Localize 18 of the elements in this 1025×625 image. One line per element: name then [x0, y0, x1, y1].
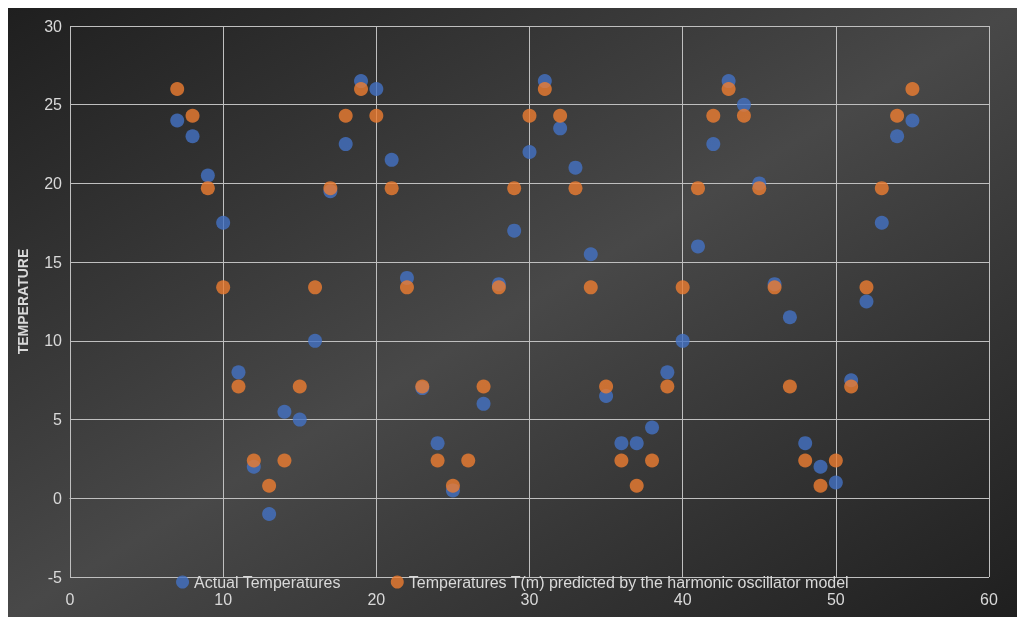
x-tick-label: 30 [520, 590, 539, 608]
x-tick-label: 0 [65, 590, 75, 608]
y-tick-label: 20 [44, 174, 63, 192]
y-tick-label: 30 [44, 17, 63, 35]
y-tick-label: 10 [44, 332, 63, 350]
x-tick-label: 50 [826, 590, 845, 608]
legend-label: Actual Temperatures [194, 573, 341, 591]
y-tick-label: 0 [53, 489, 63, 507]
x-tick-label: 60 [980, 590, 998, 608]
y-tick-label: 25 [44, 96, 63, 114]
y-axis-title: TEMPERATURE [15, 248, 31, 355]
legend-label: Temperatures T(m) predicted by the harmonic oscillator model [408, 573, 849, 591]
x-tick-label: 10 [214, 590, 233, 608]
y-tick-label: -5 [47, 568, 63, 586]
x-tick-label: 20 [367, 590, 386, 608]
y-tick-label: 5 [53, 411, 63, 429]
x-tick-label: 40 [673, 590, 692, 608]
y-tick-label: 15 [44, 253, 63, 271]
